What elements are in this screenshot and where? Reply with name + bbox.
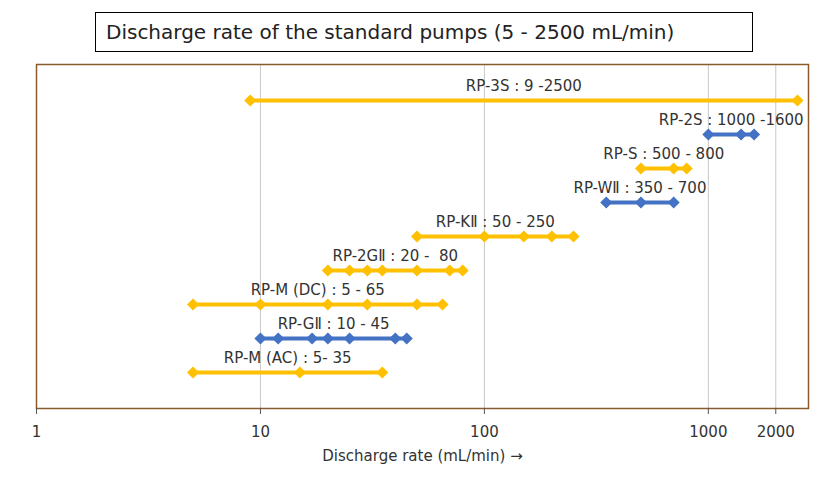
html-text:Discharge rate of the standard: Discharge rate of the standard pumps (5 … bbox=[106, 20, 675, 44]
svg-text:RP-2GⅡ : 20 - 80: RP-2GⅡ : 20 - 80 bbox=[332, 247, 458, 265]
svg-text:RP-GⅡ : 10 - 45: RP-GⅡ : 10 - 45 bbox=[278, 315, 390, 333]
svg-text:2000: 2000 bbox=[757, 423, 795, 441]
svg-text:100: 100 bbox=[470, 423, 499, 441]
svg-text:10: 10 bbox=[251, 423, 270, 441]
svg-text:RP-WⅡ : 350 - 700: RP-WⅡ : 350 - 700 bbox=[573, 179, 706, 197]
svg-text:Discharge rate (mL/min) →: Discharge rate (mL/min) → bbox=[322, 447, 523, 465]
svg-text:RP-M (DC) : 5 - 65: RP-M (DC) : 5 - 65 bbox=[251, 281, 385, 299]
svg-text:RP-KⅡ : 50 - 250: RP-KⅡ : 50 - 250 bbox=[436, 213, 555, 231]
svg-text:RP-S : 500 - 800: RP-S : 500 - 800 bbox=[603, 145, 724, 163]
svg-text:RP-M (AC) : 5- 35: RP-M (AC) : 5- 35 bbox=[224, 349, 352, 367]
svg-text:1000: 1000 bbox=[689, 423, 727, 441]
svg-text:1: 1 bbox=[32, 423, 42, 441]
svg-text:RP-2S : 1000 -1600: RP-2S : 1000 -1600 bbox=[659, 111, 804, 129]
svg-text:RP-3S : 9 -2500: RP-3S : 9 -2500 bbox=[466, 77, 582, 95]
